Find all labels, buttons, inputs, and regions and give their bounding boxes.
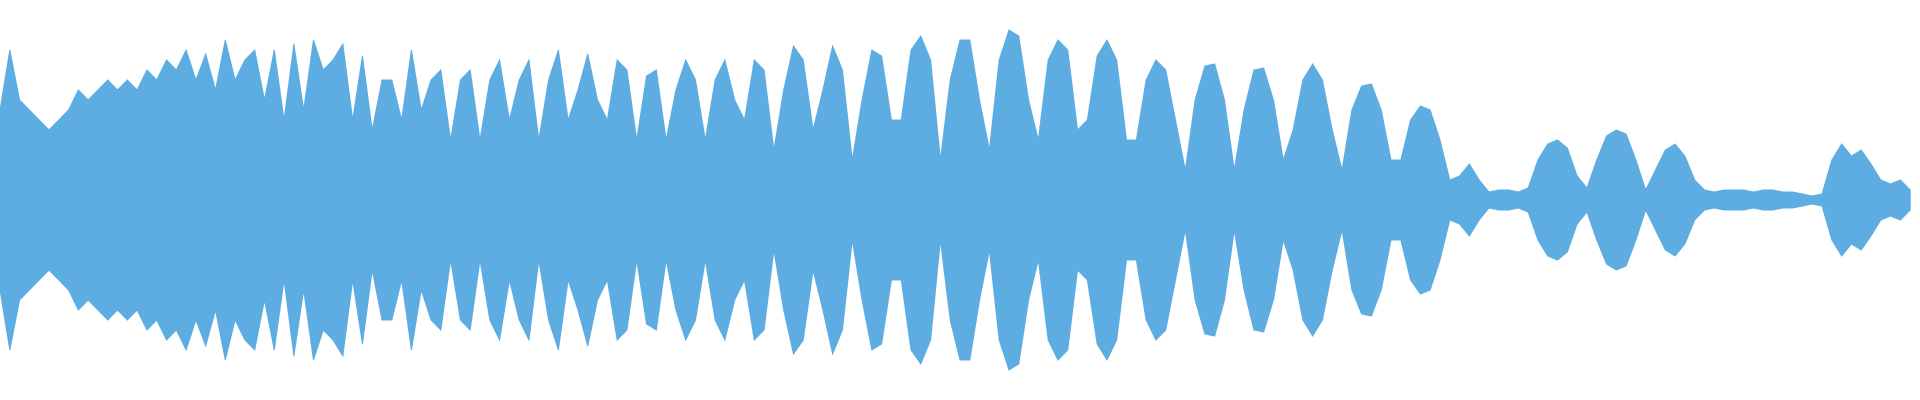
waveform-bottom [0, 199, 1911, 371]
waveform-top [0, 29, 1911, 201]
